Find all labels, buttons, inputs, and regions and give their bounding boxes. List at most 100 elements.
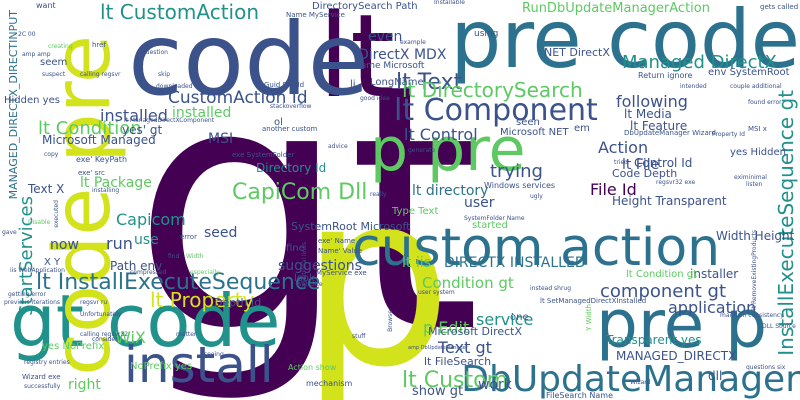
word-installable: Installable — [434, 0, 465, 6]
word-web-site: Web Site — [296, 281, 323, 288]
word-lt-manageddirectxcomponent: lt ManagedDirectXComponent — [124, 117, 215, 124]
word-custom-action: custom action — [352, 218, 721, 278]
word-instead-shrug: instead shrug — [530, 285, 572, 292]
word-unfortunately: Unfortunately — [80, 311, 122, 318]
word-longname: LongName — [370, 77, 424, 88]
word-intended: intended — [680, 83, 707, 90]
word-name-microsoft: Name Microsoft — [354, 61, 425, 71]
word-component-gt: component gt — [600, 281, 727, 302]
word-find: find — [168, 253, 180, 260]
word-exe-systemfolder: exe SystemFolder — [232, 151, 295, 159]
word-stuff: stuff — [352, 333, 366, 340]
word-iis-webapplication: iis WebApplication — [10, 267, 65, 274]
word-application: application — [668, 298, 757, 317]
word-seed: seed — [204, 225, 238, 241]
word-couple-additional: couple additional — [730, 83, 782, 90]
word-p-pre: p pre — [370, 115, 526, 185]
word-lt-iis: lt iis — [402, 255, 431, 271]
word-eximinimal: eximinimal — [734, 174, 767, 181]
word-systemroot-microsoft: SystemRoot Microsoft — [291, 220, 411, 233]
word-seen: seen — [516, 117, 540, 128]
word-lt-text: lt Text — [396, 70, 463, 95]
word-successfully: successfully — [24, 383, 61, 390]
word-dbupdatemanager-wizard: DbUpdateManager Wizard — [624, 129, 716, 137]
word-gets-called: gets called — [760, 3, 799, 11]
word-generate: generate — [408, 147, 436, 154]
word-tried: tried — [614, 159, 628, 166]
word-consider: consider — [92, 336, 118, 343]
word-managed-directx: Managed DirectX — [622, 52, 777, 73]
word-em: em — [574, 123, 590, 134]
word-windows-services: Windows services — [484, 181, 556, 190]
word-systemfolder-name: SystemFolder Name — [464, 215, 525, 222]
word-browse: Browse — [387, 310, 394, 332]
word-trying: trying — [490, 161, 543, 182]
word-calling-regsvr: calling regsvr — [80, 71, 121, 78]
word-now: now — [50, 237, 79, 253]
word-href: href — [92, 41, 106, 49]
word-look: look — [294, 273, 315, 284]
word-capicom: Capicom — [116, 210, 186, 229]
word-lt-setmanageddirectxinstalled: lt SetManagedDirectXInstalled — [540, 297, 647, 305]
word-guid-diskid: Guid DiskId — [264, 81, 305, 89]
word-p-edit: p Edit — [423, 318, 470, 337]
word-lt-condition: lt Condition — [38, 118, 142, 139]
word-width-height: Width Height — [716, 229, 795, 243]
word-install: install — [124, 336, 274, 394]
word-installed: installed — [172, 105, 232, 121]
word-lt-feature: lt Feature — [630, 119, 688, 133]
word-rundbupdatemanageraction: RunDbUpdateManagerAction — [522, 1, 710, 16]
word-y-width: Y Width — [585, 304, 593, 331]
word-msi: MSI — [208, 131, 234, 147]
word-suspect: suspect — [42, 71, 66, 78]
word-gt: gt — [132, 12, 482, 400]
word-service: service — [476, 310, 534, 329]
word-regsvr-ru: regsvr ru — [80, 299, 108, 306]
word-dll: dll — [708, 369, 723, 383]
word-regsvr32-exe: regsvr32 exe — [656, 179, 696, 186]
word-managed-directx: MANAGED_DIRECTX — [616, 349, 737, 363]
word-path-env: Path env — [110, 259, 163, 273]
word-net-directx: NET DirectX — [544, 46, 610, 59]
word-skip: skip — [158, 71, 171, 78]
word-executed: executed — [53, 200, 60, 228]
word-user: user — [464, 195, 495, 211]
word-control-id: Control Id — [634, 156, 693, 170]
word-exe-name: exe' Name — [318, 237, 356, 245]
word-lt-custom: lt Custom — [402, 368, 509, 393]
word-lt-customaction: lt CustomAction — [100, 0, 260, 24]
word-gave: gave — [2, 229, 17, 236]
word-lt-component: lt Component — [394, 93, 598, 128]
word-customaction-id: CustomAction Id — [168, 88, 308, 108]
word-action-show: Action show — [288, 363, 337, 372]
word-using: using — [474, 29, 499, 39]
word-started: started — [472, 220, 508, 231]
word-lt-installexecutesequence: lt InstallExecuteSequence — [36, 270, 321, 295]
word-code: code — [128, 1, 370, 118]
word-installer: installer — [690, 267, 739, 281]
word-condition-gt: Condition gt — [422, 274, 514, 292]
word-transparent-yes: Transparent yes — [606, 333, 702, 347]
word-found-error: found error — [748, 99, 782, 106]
word-error: error — [180, 233, 197, 241]
word-user-system: user system — [418, 289, 455, 296]
word-stackoverflow: stackoverflow — [270, 103, 312, 110]
word-suggestions: suggestions — [278, 258, 362, 274]
word-getting-error: getting error — [8, 291, 46, 298]
word-lt-property: lt Property — [150, 288, 255, 312]
word-creating: creating — [48, 43, 73, 50]
word-x-y: X Y — [44, 257, 61, 268]
word-text-x: Text X — [28, 182, 65, 196]
word-calling-regsvr32: calling regsvr32 — [80, 331, 129, 338]
word-previous-iterations: previous iterations — [4, 299, 61, 306]
word-especially: especially — [190, 269, 220, 276]
word-code-depth: Code Depth — [612, 167, 678, 180]
word-hidden-yes: Hidden yes — [4, 95, 60, 106]
word-wizard: Wizard — [630, 379, 651, 386]
word-installing: installing — [92, 187, 120, 194]
word-show-gt: show gt — [412, 384, 464, 399]
word-2c-00: 2C 00 — [18, 31, 36, 38]
word-property-id: Property Id — [712, 131, 745, 138]
word-following: following — [616, 92, 688, 111]
